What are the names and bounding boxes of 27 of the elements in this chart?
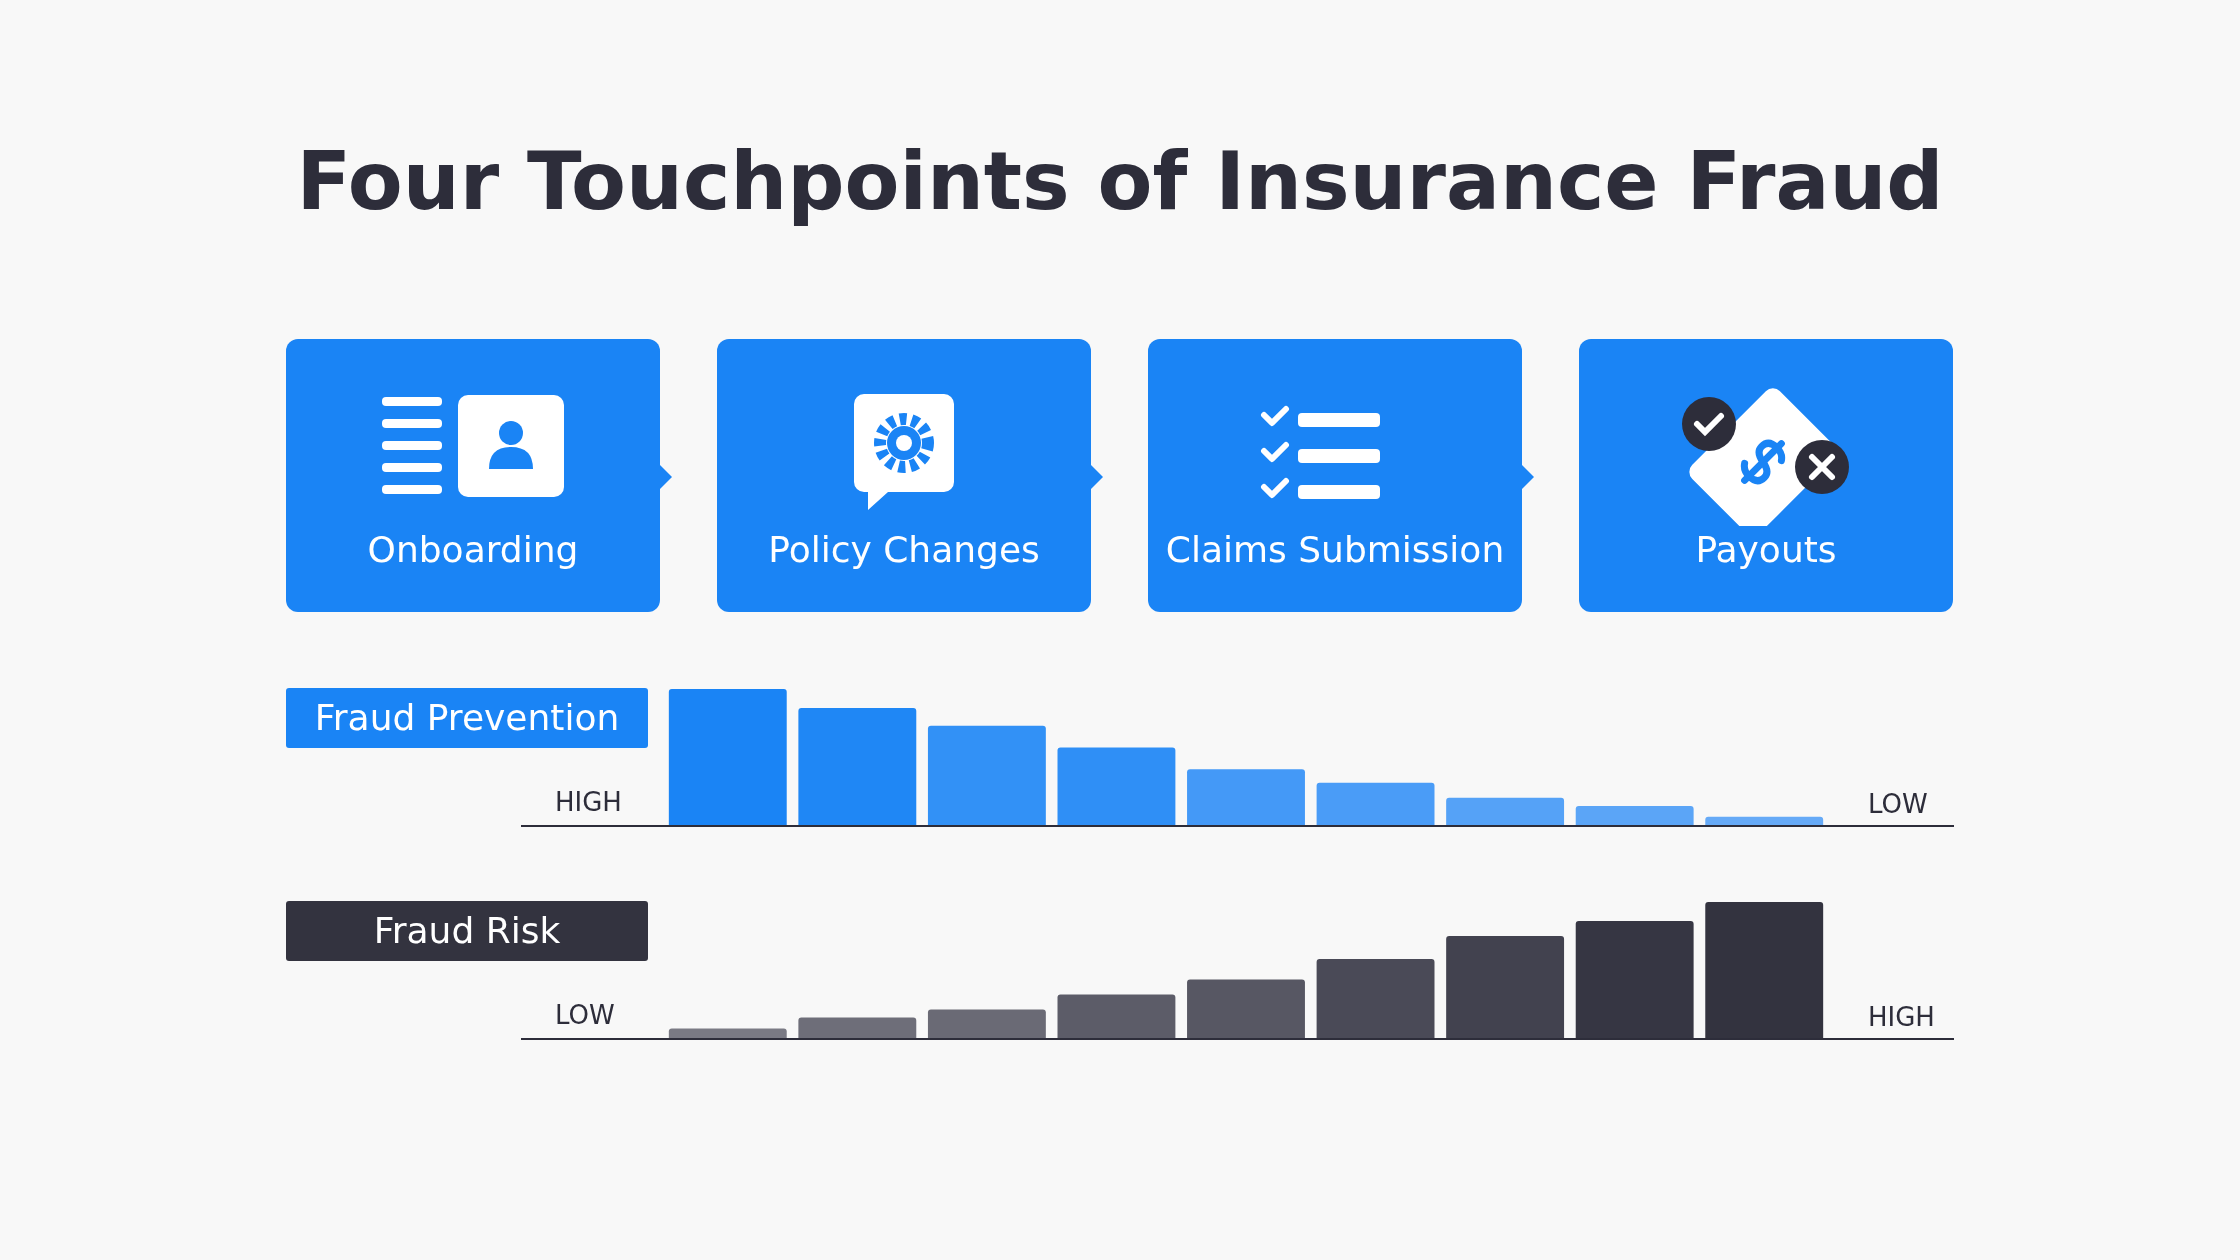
text: LOW <box>555 1000 615 1030</box>
bar <box>1316 959 1435 1038</box>
bar <box>668 1028 787 1038</box>
bar <box>1446 797 1565 825</box>
bar <box>798 1017 917 1038</box>
bar <box>1575 805 1694 825</box>
text: Claims Submission <box>1164 529 1506 570</box>
bar <box>798 708 917 825</box>
text: LOW <box>1868 789 1928 819</box>
text: Four Touchpoints of Insurance Fraud <box>295 135 1945 228</box>
bar <box>927 725 1046 825</box>
text: HIGH <box>555 787 622 817</box>
chart-title: Fraud Prevention <box>286 688 648 748</box>
text: HIGH <box>1868 1002 1935 1032</box>
text: Policy Changes <box>767 529 1041 570</box>
bar <box>1057 747 1176 825</box>
bar <box>668 689 787 825</box>
bar <box>1187 769 1305 825</box>
bar <box>1057 994 1176 1038</box>
bar <box>927 1009 1046 1038</box>
bar <box>1705 816 1824 825</box>
bar <box>1187 979 1305 1038</box>
text: Onboarding <box>366 529 580 570</box>
text: Payouts <box>1694 529 1838 570</box>
bar <box>1316 782 1435 825</box>
bar <box>1446 936 1565 1038</box>
chart-title: Fraud Risk <box>286 901 648 961</box>
